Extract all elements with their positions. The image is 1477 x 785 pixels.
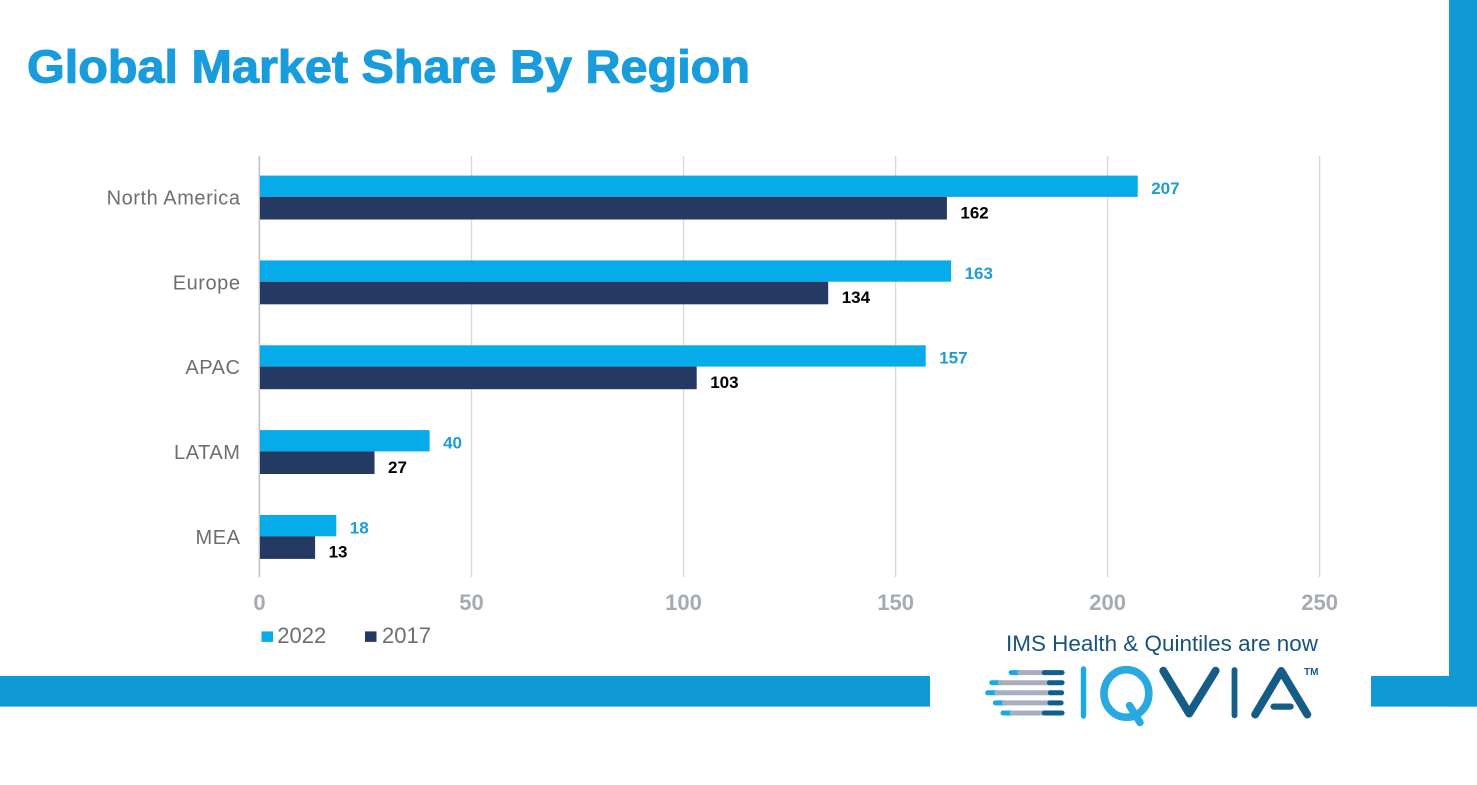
svg-text:207: 207 bbox=[1151, 179, 1179, 198]
svg-text:13: 13 bbox=[329, 543, 348, 562]
svg-text:18: 18 bbox=[350, 518, 369, 537]
svg-text:200: 200 bbox=[1089, 590, 1126, 615]
svg-text:50: 50 bbox=[459, 590, 483, 615]
svg-text:40: 40 bbox=[443, 434, 462, 453]
svg-text:North America: North America bbox=[107, 188, 241, 210]
svg-text:150: 150 bbox=[877, 590, 914, 615]
svg-text:103: 103 bbox=[710, 373, 738, 392]
svg-text:LATAM: LATAM bbox=[174, 442, 240, 464]
svg-text:Global Market Share By Region: Global Market Share By Region bbox=[27, 41, 750, 93]
svg-text:134: 134 bbox=[842, 288, 871, 307]
svg-text:2022: 2022 bbox=[277, 623, 326, 648]
svg-text:Europe: Europe bbox=[173, 272, 241, 294]
svg-text:157: 157 bbox=[939, 349, 967, 368]
svg-text:MEA: MEA bbox=[196, 527, 241, 549]
svg-text:250: 250 bbox=[1301, 590, 1338, 615]
svg-text:162: 162 bbox=[960, 203, 988, 222]
svg-text:IMS Health & Quintiles are now: IMS Health & Quintiles are now bbox=[1006, 631, 1318, 656]
svg-text:0: 0 bbox=[253, 590, 265, 615]
svg-text:100: 100 bbox=[665, 590, 702, 615]
svg-text:APAC: APAC bbox=[185, 357, 240, 379]
svg-text:2017: 2017 bbox=[382, 623, 431, 648]
svg-text:163: 163 bbox=[965, 264, 993, 283]
svg-text:TM: TM bbox=[1304, 667, 1318, 678]
svg-text:27: 27 bbox=[388, 458, 407, 477]
